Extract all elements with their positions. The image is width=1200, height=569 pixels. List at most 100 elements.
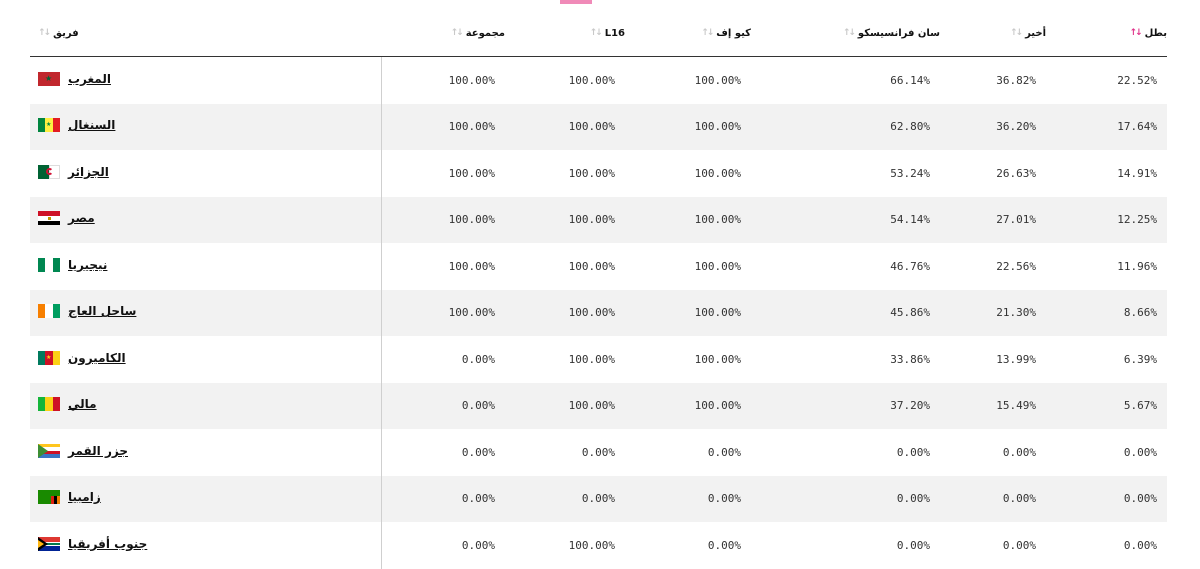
cell-r16: 0.00% [505, 475, 625, 522]
cameroon-flag: ★ [38, 350, 60, 365]
table-row: مصر 100.00% 100.00% 100.00% 54.14% 27.01% 12.2… [30, 196, 1167, 243]
cell-final: 27.01% [940, 196, 1046, 243]
team-cell: ساحل العاج [30, 289, 382, 336]
team-link[interactable]: مصر [68, 211, 95, 226]
team-link[interactable]: مالي [68, 397, 97, 412]
comoros-flag [38, 443, 60, 458]
cell-total: 0.00% [461, 445, 495, 459]
cell-qf: 100.00% [694, 166, 741, 180]
morocco-flag: ★ [38, 71, 60, 86]
cell-total: 0.00% [461, 352, 495, 366]
header-r16[interactable]: ↑↓ L16 [505, 10, 625, 57]
sort-icon: ↑↓ [589, 28, 603, 38]
cell-final: 13.99% [996, 352, 1036, 366]
header-sf[interactable]: ↑↓ سان فرانسيسكو [751, 10, 940, 57]
header-final[interactable]: ↑↓ أخير [940, 10, 1046, 57]
cell-final: 0.00% [940, 475, 1046, 522]
sort-icon: ↑↓ [842, 28, 856, 38]
cell-r16: 100.00% [505, 289, 625, 336]
team-link[interactable]: جزر القمر [68, 443, 128, 458]
team-cell: ★ السنغال [30, 103, 382, 150]
table-row: الجزائر 100.00% 100.00% 100.00% 53.24% 26.63%… [30, 150, 1167, 197]
cell-champion: 0.00% [1123, 445, 1157, 459]
sort-active-icon: ↑↓ [1129, 28, 1142, 38]
algeria-flag [38, 164, 60, 179]
cell-qf: 100.00% [694, 73, 741, 87]
cell-champion: 11.96% [1117, 259, 1157, 273]
table-row: مالي 0.00% 100.00% 100.00% 37.20% 15.49% 5.67% [30, 382, 1167, 429]
cell-r16: 100.00% [568, 259, 615, 273]
team-link[interactable]: الكاميرون [68, 350, 126, 365]
team-link[interactable]: الجزائر [68, 164, 109, 179]
cell-qf: 100.00% [625, 196, 751, 243]
cell-total: 100.00% [381, 289, 505, 336]
nigeria-flag [38, 257, 60, 272]
active-tab-indicator [560, 0, 592, 4]
cell-qf: 100.00% [694, 352, 741, 366]
table-row: زامبيا 0.00% 0.00% 0.00% 0.00% 0.00% 0.00% [30, 475, 1167, 522]
team-link[interactable]: السنغال [68, 118, 116, 133]
cell-total: 100.00% [448, 259, 495, 273]
team-link[interactable]: جنوب أفريقيا [68, 536, 148, 551]
cell-champion: 12.25% [1046, 196, 1167, 243]
table-row: ساحل العاج 100.00% 100.00% 100.00% 45.86% 21.… [30, 289, 1167, 336]
team-cell: مالي [30, 382, 382, 429]
table-row: جزر القمر 0.00% 0.00% 0.00% 0.00% 0.00% 0.00% [30, 429, 1167, 476]
sort-icon: ↑↓ [701, 28, 714, 38]
cell-champion: 8.66% [1046, 289, 1167, 336]
team-link[interactable]: المغرب [68, 71, 111, 86]
team-link[interactable]: زامبيا [68, 490, 101, 505]
cell-champion: 0.00% [1123, 538, 1157, 552]
cell-sf: 33.86% [890, 352, 930, 366]
table-row: نيجيريا 100.00% 100.00% 100.00% 46.76% 22.56%… [30, 243, 1167, 290]
cell-total: 100.00% [448, 166, 495, 180]
cell-sf: 62.80% [751, 103, 940, 150]
cell-qf: 100.00% [625, 382, 751, 429]
egypt-flag [38, 211, 60, 226]
cell-champion: 5.67% [1046, 382, 1167, 429]
header-team[interactable]: ↑↓ فريق [30, 10, 381, 57]
sort-icon: ↑↓ [38, 28, 51, 38]
team-cell: مصر [30, 196, 382, 243]
cell-total: 100.00% [448, 73, 495, 87]
table-row: ★ الكاميرون 0.00% 100.00% 100.00% 33.86% 13.99… [30, 336, 1167, 383]
table-header-row: ↑↓ فريق ↑↓ مجموعة ↑↓ L16 ↑↓ كيو إف ↑↓ سان فرا… [30, 10, 1167, 57]
zambia-flag [38, 490, 60, 505]
team-cell: ★ الكاميرون [30, 336, 382, 383]
cell-final: 0.00% [1002, 538, 1036, 552]
cell-sf: 46.76% [890, 259, 930, 273]
cell-r16: 100.00% [568, 538, 615, 552]
team-cell: ★ المغرب [30, 56, 382, 104]
cell-r16: 100.00% [568, 73, 615, 87]
cell-r16: 100.00% [505, 382, 625, 429]
table-row: ★ المغرب 100.00% 100.00% 100.00% 66.14% 36.82%… [30, 56, 1167, 104]
team-cell: الجزائر [30, 150, 382, 197]
team-link[interactable]: نيجيريا [68, 257, 108, 272]
cell-qf: 100.00% [625, 103, 751, 150]
table-row: ★ السنغال 100.00% 100.00% 100.00% 62.80% 36.20… [30, 103, 1167, 150]
cell-qf: 0.00% [707, 538, 741, 552]
sort-icon: ↑↓ [450, 28, 464, 38]
header-qf[interactable]: ↑↓ كيو إف [625, 10, 751, 57]
cell-sf: 37.20% [751, 382, 940, 429]
cell-sf: 45.86% [751, 289, 940, 336]
cell-r16: 0.00% [581, 445, 615, 459]
team-cell: جنوب أفريقيا [30, 522, 382, 569]
team-cell: زامبيا [30, 475, 382, 522]
cell-r16: 100.00% [568, 166, 615, 180]
cell-champion: 22.52% [1117, 73, 1157, 87]
cell-champion: 6.39% [1123, 352, 1157, 366]
cell-champion: 17.64% [1046, 103, 1167, 150]
cell-qf: 0.00% [707, 445, 741, 459]
sort-icon: ↑↓ [1009, 28, 1023, 38]
cell-sf: 0.00% [896, 445, 930, 459]
cell-final: 26.63% [996, 166, 1036, 180]
header-champion[interactable]: ↑↓ بطل [1046, 10, 1167, 57]
header-total[interactable]: ↑↓ مجموعة [381, 10, 505, 57]
cell-final: 21.30% [940, 289, 1046, 336]
cell-final: 0.00% [1002, 445, 1036, 459]
team-cell: جزر القمر [30, 429, 382, 476]
cell-total: 100.00% [381, 196, 505, 243]
cell-sf: 0.00% [896, 538, 930, 552]
team-link[interactable]: ساحل العاج [68, 304, 137, 319]
